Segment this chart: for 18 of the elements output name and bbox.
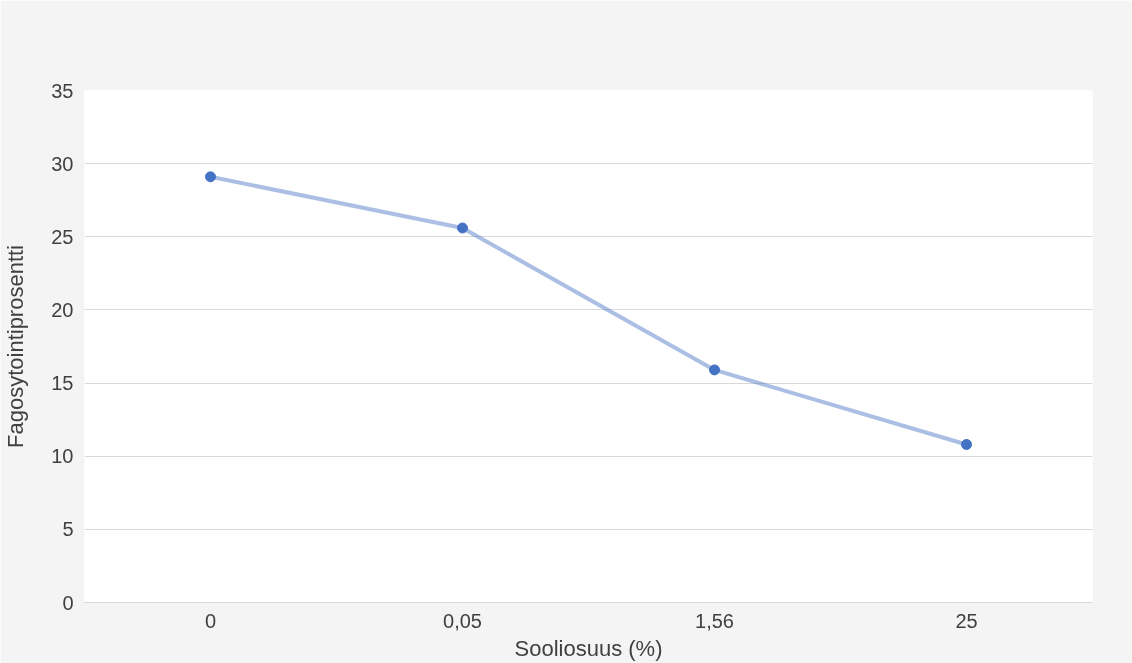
y-tick-label: 15	[51, 372, 74, 395]
x-tick-label: 0,05	[443, 609, 482, 632]
y-tick-label: 0	[62, 591, 74, 614]
y-tick-label: 35	[51, 79, 74, 102]
point	[961, 439, 972, 450]
x-tick-label: 0	[204, 609, 217, 632]
y-axis-title: Fagosytointiprosentti	[3, 245, 29, 448]
y-tick-label: 30	[51, 152, 74, 175]
y-tick-label: 25	[51, 225, 74, 248]
y-tick-label: 20	[51, 298, 74, 321]
x-tick-label: 1,56	[695, 609, 734, 632]
x-axis-title: Sooliosuus (%)	[514, 635, 663, 661]
point	[709, 364, 720, 376]
y-tick-label: 5	[62, 518, 74, 541]
y-tick-label: 10	[51, 445, 74, 468]
point	[205, 171, 216, 183]
point	[457, 222, 468, 234]
x-tick-label: 25	[955, 609, 978, 632]
